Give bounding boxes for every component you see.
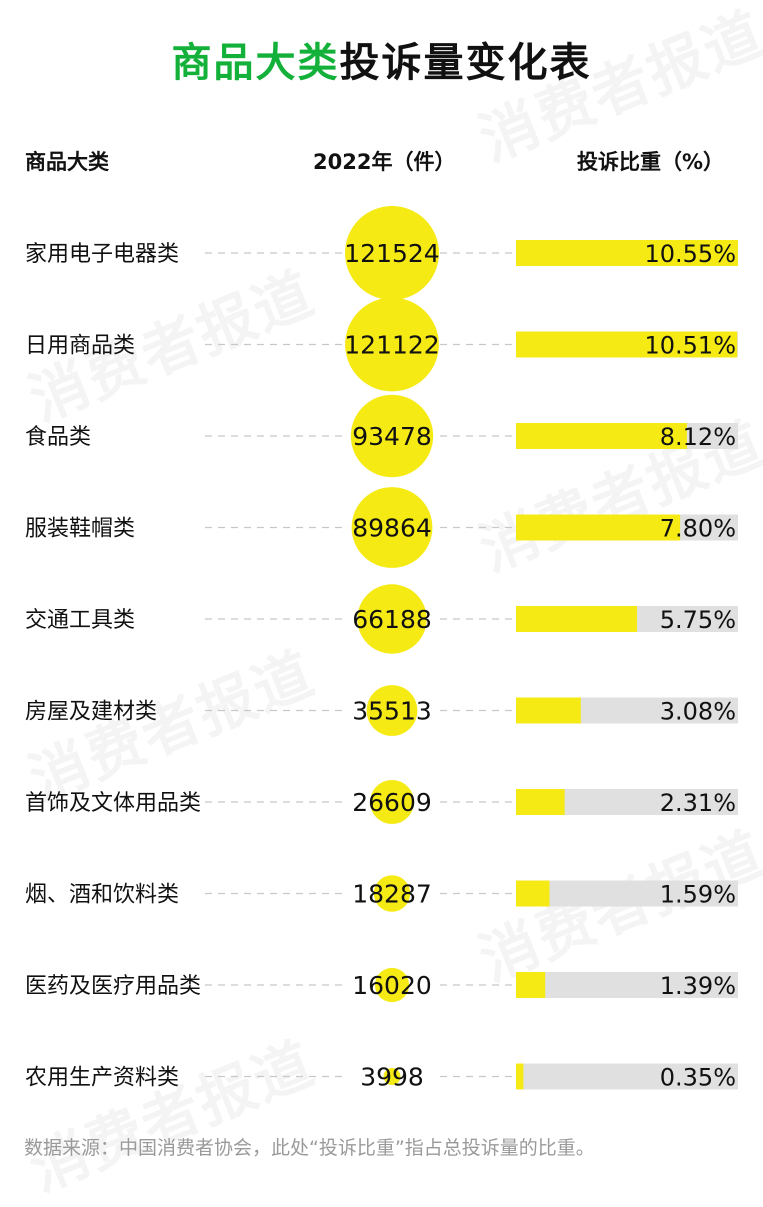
count-bubble bbox=[370, 780, 414, 824]
category-label: 服装鞋帽类 bbox=[25, 517, 135, 542]
share-label: 1.39% bbox=[660, 972, 736, 1000]
share-label: 0.35% bbox=[660, 1064, 736, 1092]
share-bar-fill bbox=[516, 1063, 524, 1090]
count-label: 93478 bbox=[352, 422, 432, 451]
count-bubble bbox=[366, 685, 418, 736]
header-count: 2022年（件） bbox=[313, 150, 456, 174]
count-bubble bbox=[345, 206, 439, 300]
category-label: 医药及医疗用品类 bbox=[25, 974, 201, 999]
share-bar-track bbox=[516, 880, 738, 907]
category-label: 交通工具类 bbox=[25, 608, 135, 633]
count-label: 18287 bbox=[352, 880, 432, 909]
share-label: 10.51% bbox=[644, 332, 736, 360]
count-bubble bbox=[383, 1068, 401, 1085]
header-share: 投诉比重（%） bbox=[577, 150, 725, 174]
title-rest: 投诉量变化表 bbox=[339, 40, 592, 86]
category-label: 房屋及建材类 bbox=[25, 700, 157, 725]
count-bubble bbox=[351, 487, 433, 568]
count-label: 89864 bbox=[352, 514, 432, 543]
share-bar-track bbox=[516, 972, 738, 998]
category-label: 烟、酒和饮料类 bbox=[25, 883, 179, 908]
category-label: 家用电子电器类 bbox=[25, 242, 179, 267]
share-bar-fill bbox=[516, 514, 681, 541]
count-label: 3998 bbox=[360, 1063, 424, 1092]
share-bar-fill bbox=[516, 606, 637, 632]
share-label: 1.59% bbox=[660, 881, 736, 909]
count-label: 35513 bbox=[352, 697, 432, 726]
header-category: 商品大类 bbox=[25, 150, 109, 174]
count-label: 121122 bbox=[344, 331, 439, 360]
share-label: 8.12% bbox=[660, 423, 736, 451]
category-label: 首饰及文体用品类 bbox=[25, 791, 201, 816]
title-highlight: 商品大类 bbox=[171, 40, 340, 86]
category-label: 食品类 bbox=[25, 425, 91, 450]
category-label: 日用商品类 bbox=[25, 334, 135, 359]
share-bar-fill bbox=[516, 880, 550, 907]
share-bar-fill bbox=[516, 423, 687, 449]
count-bubble bbox=[374, 967, 410, 1003]
share-label: 7.80% bbox=[660, 515, 736, 543]
share-bar-fill bbox=[516, 331, 738, 358]
share-bar-fill bbox=[516, 240, 738, 266]
count-label: 26609 bbox=[352, 788, 432, 817]
count-bubble bbox=[350, 394, 434, 478]
share-label: 3.08% bbox=[660, 698, 736, 726]
count-label: 66188 bbox=[352, 605, 432, 634]
count-bubble bbox=[373, 875, 411, 912]
share-label: 2.31% bbox=[660, 789, 736, 817]
count-label: 16020 bbox=[352, 971, 432, 1000]
chart-title: 商品大类投诉量变化表 bbox=[0, 30, 763, 88]
share-bar-track bbox=[516, 1063, 738, 1090]
share-bar-fill bbox=[516, 789, 565, 815]
count-label: 121524 bbox=[344, 239, 439, 268]
share-label: 5.75% bbox=[660, 606, 736, 634]
share-bar-fill bbox=[516, 697, 581, 724]
share-bar-fill bbox=[516, 972, 546, 998]
share-label: 10.55% bbox=[644, 240, 736, 268]
count-bubble bbox=[345, 297, 439, 392]
category-label: 农用生产资料类 bbox=[25, 1066, 179, 1091]
count-bubble bbox=[357, 584, 427, 654]
source-note: 数据来源：中国消费者协会，此处“投诉比重”指占总投诉量的比重。 bbox=[24, 1137, 595, 1159]
